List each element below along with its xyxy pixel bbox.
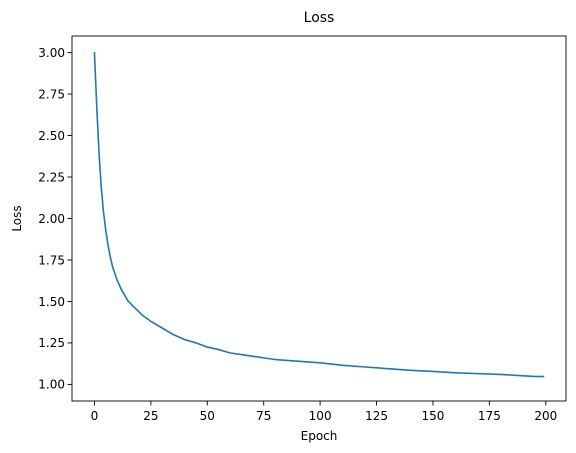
plot-area	[93, 51, 545, 378]
y-tick-label: 3.00	[38, 46, 65, 60]
x-tick-label: 75	[256, 409, 271, 423]
y-tick-label: 2.75	[38, 87, 65, 101]
x-tick-label: 125	[365, 409, 388, 423]
y-tick-label: 1.75	[38, 253, 65, 267]
x-axis-label: Epoch	[301, 429, 338, 443]
x-tick-label: 175	[478, 409, 501, 423]
x-tick-label: 100	[309, 409, 332, 423]
y-tick-label: 2.50	[38, 129, 65, 143]
x-tick-label: 200	[534, 409, 557, 423]
series-line-0	[93, 51, 545, 378]
x-tick-label: 50	[200, 409, 215, 423]
y-axis-label: Loss	[10, 205, 24, 231]
x-tick-label: 25	[143, 409, 158, 423]
x-tick-label: 0	[91, 409, 99, 423]
axes: 0 25 50 75 100 125 150 175 200 1.00 1.25 1.50 1.75 2.…	[38, 35, 567, 423]
x-tick-label: 150	[422, 409, 445, 423]
plot-frame	[71, 35, 567, 402]
y-tick-label: 2.25	[38, 170, 65, 184]
y-tick-label: 1.50	[38, 295, 65, 309]
y-tick-label: 1.00	[38, 378, 65, 392]
chart-title: Loss	[304, 10, 335, 26]
y-tick-label: 1.25	[38, 336, 65, 350]
y-tick-label: 2.00	[38, 212, 65, 226]
